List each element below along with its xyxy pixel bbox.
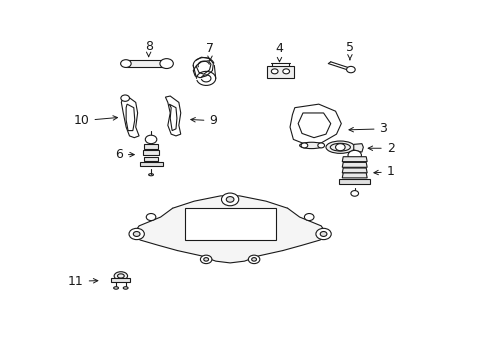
Circle shape [315,228,330,240]
Text: 5: 5 [345,41,353,60]
Text: 8: 8 [144,40,152,57]
Circle shape [346,66,354,73]
Circle shape [160,59,173,68]
Text: 2: 2 [367,142,394,155]
Circle shape [221,193,238,206]
Ellipse shape [299,142,323,149]
Polygon shape [126,104,135,131]
Ellipse shape [114,272,127,280]
Bar [143,157,158,162]
Bar [266,66,293,78]
Text: 4: 4 [275,42,283,62]
Circle shape [129,228,144,240]
Bar [339,179,369,184]
Bar [125,60,166,67]
Text: 11: 11 [68,275,98,288]
Text: 3: 3 [348,122,386,135]
Circle shape [121,95,129,101]
Circle shape [350,190,358,196]
Circle shape [146,213,156,221]
Circle shape [251,258,256,261]
Polygon shape [342,173,366,178]
Bar [111,278,130,282]
Circle shape [271,69,278,74]
Text: 10: 10 [74,114,117,127]
Circle shape [145,135,157,144]
Bar [143,144,158,149]
Polygon shape [353,144,363,152]
Circle shape [248,255,259,264]
Circle shape [121,60,131,67]
Text: 1: 1 [373,165,394,179]
Circle shape [282,69,289,74]
Polygon shape [342,162,366,167]
Polygon shape [342,168,366,173]
Polygon shape [169,104,177,131]
Ellipse shape [123,287,128,289]
Circle shape [200,255,211,264]
Bar [142,150,159,155]
Polygon shape [134,196,325,263]
Circle shape [203,258,208,261]
Ellipse shape [325,141,354,153]
Bar [139,162,162,166]
Circle shape [133,231,140,237]
Circle shape [304,213,313,221]
Circle shape [347,150,361,160]
Circle shape [335,144,345,151]
Ellipse shape [113,287,118,289]
Circle shape [226,197,233,202]
Circle shape [301,143,307,148]
Text: 6: 6 [115,148,134,161]
Polygon shape [184,208,275,240]
Text: 9: 9 [190,114,217,127]
Text: 7: 7 [205,42,214,61]
Circle shape [317,143,324,148]
Polygon shape [342,157,366,162]
Polygon shape [298,113,330,138]
Circle shape [320,231,326,237]
